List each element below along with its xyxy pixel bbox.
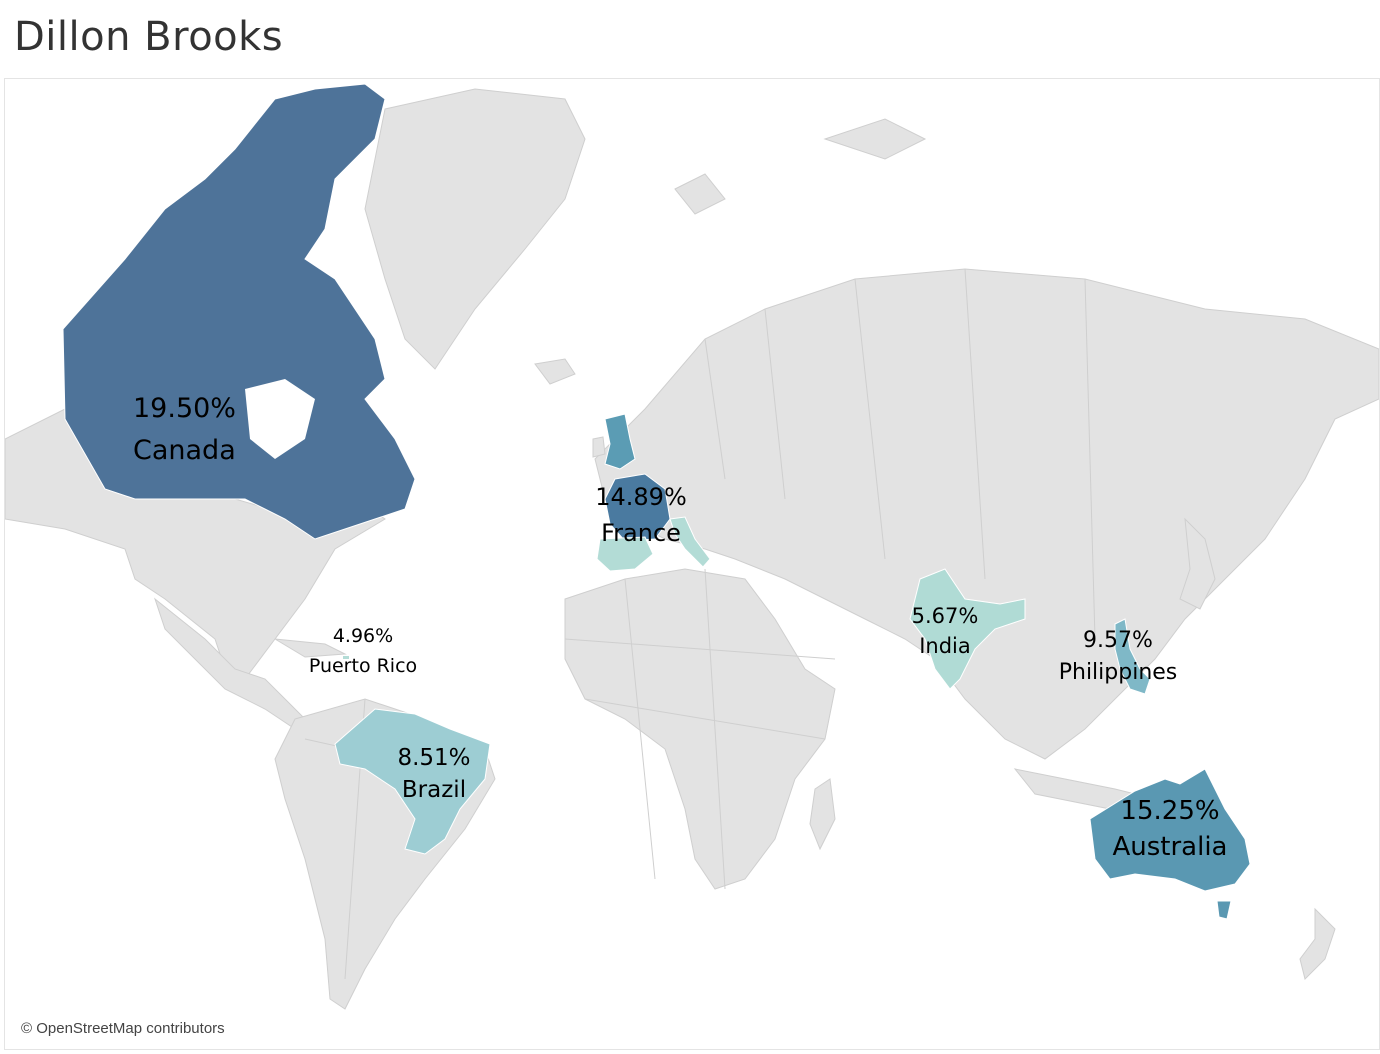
region-france[interactable] <box>604 473 671 542</box>
land-caribbean <box>274 638 347 658</box>
map-title: Dillon Brooks <box>14 14 284 60</box>
land-japan <box>1179 517 1216 610</box>
hudson-bay <box>245 379 315 459</box>
land-iceland <box>534 358 576 385</box>
world-map[interactable]: 19.50% Canada 15.25% Australia 14.89% Fr… <box>4 78 1380 1050</box>
map-labels: 19.50% Canada 15.25% Australia 14.89% Fr… <box>133 393 1228 862</box>
region-italy[interactable] <box>669 516 711 568</box>
label-brazil-value: 8.51% <box>397 745 470 771</box>
land-layer <box>5 88 1379 1010</box>
region-ireland <box>592 436 606 458</box>
land-arctic-russia <box>823 118 927 160</box>
label-brazil-name: Brazil <box>402 777 466 803</box>
label-australia-value: 15.25% <box>1120 796 1219 826</box>
region-uk[interactable] <box>604 413 636 470</box>
region-philippines[interactable] <box>1114 618 1151 695</box>
label-philippines-value: 9.57% <box>1083 628 1153 653</box>
label-australia-name: Australia <box>1112 832 1227 862</box>
land-africa <box>564 568 836 890</box>
region-canada[interactable] <box>62 83 416 540</box>
label-puerto-rico-value: 4.96% <box>333 625 393 647</box>
map-canvas: 19.50% Canada 15.25% Australia 14.89% Fr… <box>5 83 1379 1010</box>
region-spain[interactable] <box>596 536 654 572</box>
region-brazil[interactable] <box>334 708 491 855</box>
label-canada-name: Canada <box>133 435 236 466</box>
label-india-name: India <box>919 634 971 658</box>
region-tasmania <box>1216 900 1232 920</box>
label-philippines-name: Philippines <box>1059 660 1178 685</box>
label-france-name: France <box>601 519 681 547</box>
region-india[interactable] <box>909 568 1026 690</box>
highlight-layer <box>62 83 1251 920</box>
label-canada-value: 19.50% <box>133 393 236 424</box>
label-india-value: 5.67% <box>912 604 979 628</box>
region-puerto-rico[interactable] <box>343 656 349 659</box>
land-greenland <box>364 88 586 370</box>
map-attribution[interactable]: © OpenStreetMap contributors <box>21 1020 225 1037</box>
region-australia[interactable] <box>1089 768 1251 892</box>
land-svalbard <box>674 173 726 215</box>
land-new-zealand <box>1299 907 1336 980</box>
label-france-value: 14.89% <box>595 483 687 511</box>
label-puerto-rico-name: Puerto Rico <box>309 655 417 677</box>
land-eurasia <box>594 268 1379 760</box>
land-madagascar <box>809 778 836 851</box>
